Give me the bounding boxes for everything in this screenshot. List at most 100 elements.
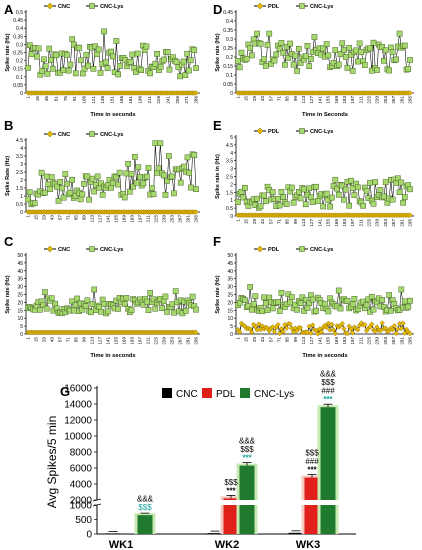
legend: PDL CNC-Lys (254, 2, 333, 10)
data-point-cnc-lys (164, 177, 170, 184)
y-tick-label: 0.25 (223, 46, 233, 52)
x-tick-label: 267 (391, 96, 396, 104)
x-tick-label: 85 (74, 337, 79, 343)
y-tick-label: 30 (227, 285, 233, 291)
data-point-cnc-lys (302, 53, 309, 60)
data-point-cnc-lys (238, 49, 245, 56)
data-point-pdl (308, 330, 314, 336)
data-point-cnc-lys (275, 299, 281, 305)
x-tick-label: 29 (252, 219, 257, 225)
series-cnc-lys (25, 28, 199, 80)
panel-letter: B (4, 118, 13, 133)
legend-swatch (299, 246, 305, 252)
data-point-cnc-lys (133, 179, 140, 186)
x-tick-label: 197 (138, 337, 143, 345)
data-point-pdl (280, 329, 286, 335)
legend-label: CNC-Lys (254, 389, 294, 400)
y-tick-label: 0.3 (226, 37, 233, 43)
data-point-cnc-lys (302, 297, 309, 303)
data-point-cnc-lys (94, 51, 100, 58)
x-tick-label: 43 (260, 337, 265, 343)
x-tick-label: 281 (399, 337, 404, 345)
data-point-cnc-lys (401, 42, 408, 49)
data-point-cnc-lys (92, 43, 99, 50)
data-point-cnc-lys (108, 48, 114, 55)
data-point-cnc-lys (278, 40, 285, 46)
x-tick-label: 295 (194, 337, 199, 345)
x-tick-label: 267 (391, 219, 396, 227)
data-point-cnc-lys (309, 199, 316, 205)
y-tick-label: 14000 (64, 400, 92, 411)
data-point-cnc-lys (152, 305, 159, 312)
legend-label: PDL (268, 247, 280, 253)
x-tick-label: 225 (367, 219, 372, 227)
bar-lower (223, 505, 239, 534)
x-tick-label: 281 (186, 215, 191, 223)
legend-label: PDL (268, 129, 280, 135)
data-point-cnc-lys (186, 169, 193, 176)
x-tick-label: 1 (26, 96, 31, 99)
legend-label: CNC-Lys (100, 132, 123, 138)
data-point-cnc-lys (115, 71, 122, 78)
data-point-cnc-lys (48, 295, 55, 302)
y-tick-label: 0.2 (16, 59, 23, 65)
data-point-cnc-lys (113, 174, 120, 180)
data-point-cnc-lys (335, 287, 342, 294)
y-axis-label: Spike Rate (Hz) (5, 156, 11, 196)
x-tick-label: 141 (317, 219, 322, 227)
legend-label: PDL (268, 4, 280, 10)
x-tick-label: 211 (147, 96, 152, 104)
panel-G: G 2000 4000 6000 8000 10000 12000 14000 16000 0 50… (45, 370, 356, 550)
data-point-cnc-lys (143, 298, 150, 305)
x-tick-label: 15 (244, 337, 249, 343)
data-point-cnc-lys (342, 54, 349, 60)
data-point-cnc-lys (342, 186, 349, 193)
y-tick-label: 45 (17, 261, 23, 267)
data-point-cnc-lys (381, 193, 387, 200)
data-point-cnc-lys (249, 306, 255, 313)
legend-label: CNC-Lys (310, 247, 333, 253)
data-point-cnc-lys (152, 140, 159, 147)
y-tick-label: 1 (230, 198, 233, 204)
data-point-cnc-lys (242, 185, 248, 191)
x-tick-label: 16 (35, 96, 40, 102)
significance-marker: *** (307, 466, 317, 475)
x-tick-label: 197 (138, 215, 143, 223)
y-tick-label: 0 (86, 530, 92, 541)
data-point-cnc-lys (123, 170, 130, 177)
data-point-cnc-lys (346, 202, 353, 209)
y-tick-label: 20 (227, 300, 233, 306)
y-tick-label: 0 (20, 91, 23, 97)
data-point-cnc-lys (349, 301, 356, 308)
data-point-cnc-lys (169, 301, 176, 308)
significance-marker: &&& (239, 437, 256, 446)
data-point-cnc-lys (382, 47, 389, 54)
data-point-pdl (355, 327, 361, 333)
series-pdl (235, 212, 413, 218)
data-point-cnc-lys (302, 201, 309, 208)
y-tick-label: 30 (17, 285, 23, 291)
x-tick-label: 183 (130, 215, 135, 223)
data-point-cnc-lys (138, 67, 145, 74)
data-point-cnc-lys (143, 173, 150, 180)
x-tick-label: 295 (408, 96, 413, 104)
data-point-cnc-lys (62, 171, 69, 177)
x-tick-label: 155 (326, 219, 331, 227)
data-point-cnc-lys (134, 50, 141, 57)
bar-pdl-wk3 (301, 474, 323, 534)
data-point-cnc-lys (42, 189, 48, 196)
legend-label: CNC (58, 247, 70, 253)
data-point-pdl (341, 326, 347, 332)
data-point-cnc-lys (374, 67, 380, 73)
data-point-cnc-lys (370, 39, 377, 46)
data-point-cnc-lys (54, 183, 60, 190)
y-tick-label: 2 (20, 178, 23, 184)
data-point-cnc-lys (186, 67, 192, 74)
data-point-cnc-lys (332, 176, 339, 183)
data-point-cnc-lys (360, 202, 366, 209)
x-tick-label: 169 (334, 219, 339, 227)
data-point-cnc-lys (382, 179, 389, 185)
x-tick-label: 113 (90, 215, 95, 223)
data-point-cnc-lys (25, 65, 31, 71)
data-point-cnc-lys (113, 38, 120, 44)
